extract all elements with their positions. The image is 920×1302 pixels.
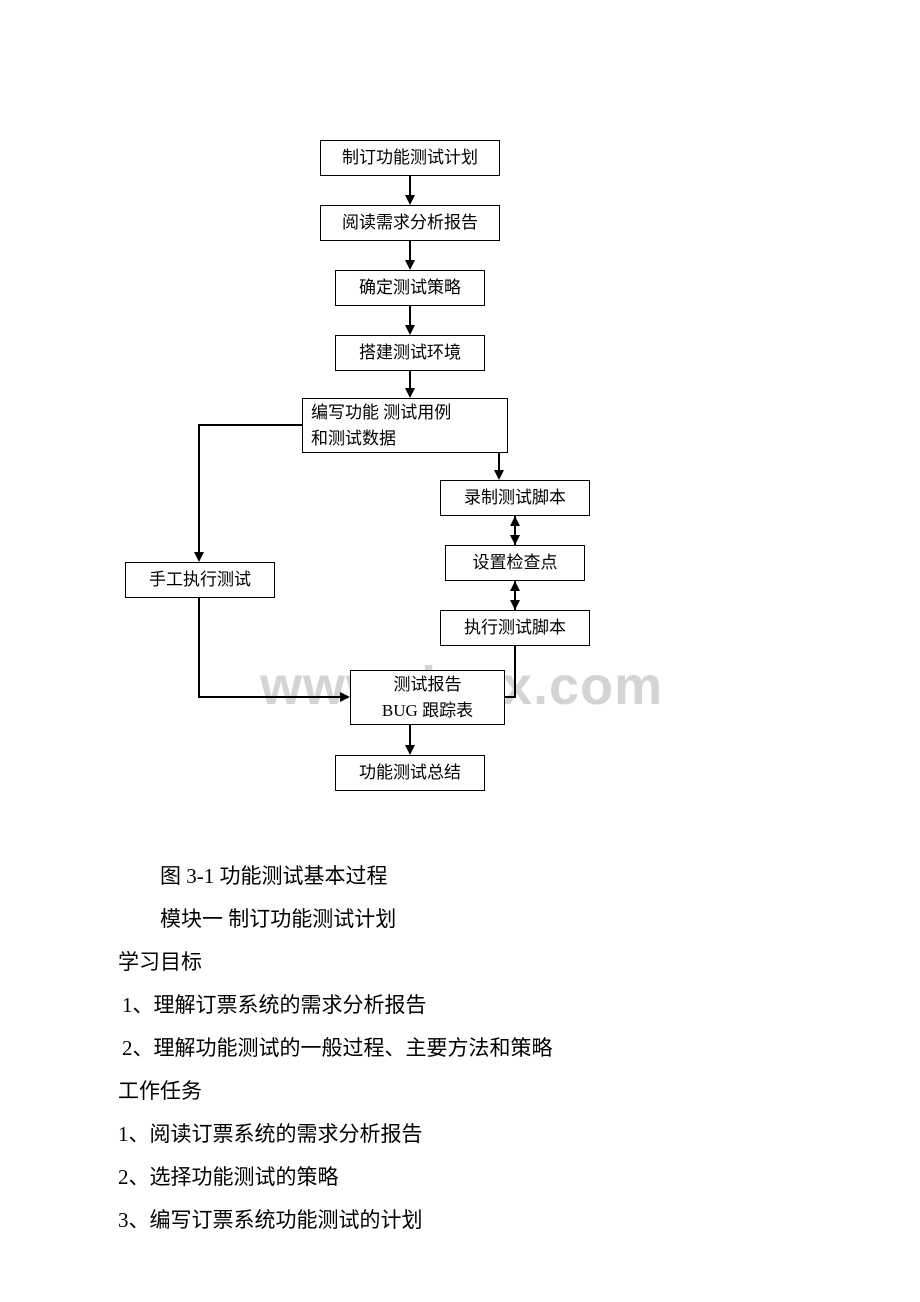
node-manual-test: 手工执行测试 xyxy=(125,562,275,598)
task-item-2: 2、选择功能测试的策略 xyxy=(118,1156,339,1198)
figure-caption: 图 3-1 功能测试基本过程 xyxy=(160,855,388,897)
node-write-cases-label: 编写功能 测试用例 和测试数据 xyxy=(311,400,451,451)
edge xyxy=(198,424,200,552)
arrow-icon xyxy=(194,552,204,562)
edge xyxy=(198,696,340,698)
edge xyxy=(409,306,411,326)
node-record-script: 录制测试脚本 xyxy=(440,480,590,516)
task-item-1: 1、阅读订票系统的需求分析报告 xyxy=(118,1113,423,1155)
learning-item-2: 2、理解功能测试的一般过程、主要方法和策略 xyxy=(122,1027,553,1069)
arrow-icon xyxy=(510,516,520,526)
node-summary: 功能测试总结 xyxy=(335,755,485,791)
edge xyxy=(505,696,516,698)
edge xyxy=(409,371,411,389)
module-title: 模块一 制订功能测试计划 xyxy=(160,898,396,940)
edge xyxy=(409,176,411,196)
edge xyxy=(409,725,411,745)
task-item-3: 3、编写订票系统功能测试的计划 xyxy=(118,1199,423,1241)
node-strategy: 确定测试策略 xyxy=(335,270,485,306)
node-write-cases: 编写功能 测试用例 和测试数据 xyxy=(302,398,508,453)
node-exec-script: 执行测试脚本 xyxy=(440,610,590,646)
edge xyxy=(409,241,411,261)
page-container: www.docx.com 制订功能测试计划 阅读需求分析报告 确定测试策略 搭建… xyxy=(0,0,920,1302)
node-read-req: 阅读需求分析报告 xyxy=(320,205,500,241)
edge xyxy=(514,646,516,696)
learning-item-1: 1、理解订票系统的需求分析报告 xyxy=(122,984,427,1026)
node-env: 搭建测试环境 xyxy=(335,335,485,371)
edge xyxy=(200,424,302,426)
edge xyxy=(498,453,500,471)
section-learning-title: 学习目标 xyxy=(118,941,202,983)
node-report: 测试报告 BUG 跟踪表 xyxy=(350,670,505,725)
arrow-icon xyxy=(405,260,415,270)
arrow-icon xyxy=(340,692,350,702)
arrow-icon xyxy=(405,745,415,755)
arrow-icon xyxy=(405,195,415,205)
node-checkpoint: 设置检查点 xyxy=(445,545,585,581)
arrow-icon xyxy=(510,535,520,545)
arrow-icon xyxy=(510,600,520,610)
edge xyxy=(198,598,200,696)
arrow-icon xyxy=(405,325,415,335)
section-task-title: 工作任务 xyxy=(118,1070,202,1112)
arrow-icon xyxy=(510,581,520,591)
node-report-label: 测试报告 BUG 跟踪表 xyxy=(382,672,473,723)
arrow-icon xyxy=(405,388,415,398)
arrow-icon xyxy=(494,470,504,480)
node-plan: 制订功能测试计划 xyxy=(320,140,500,176)
